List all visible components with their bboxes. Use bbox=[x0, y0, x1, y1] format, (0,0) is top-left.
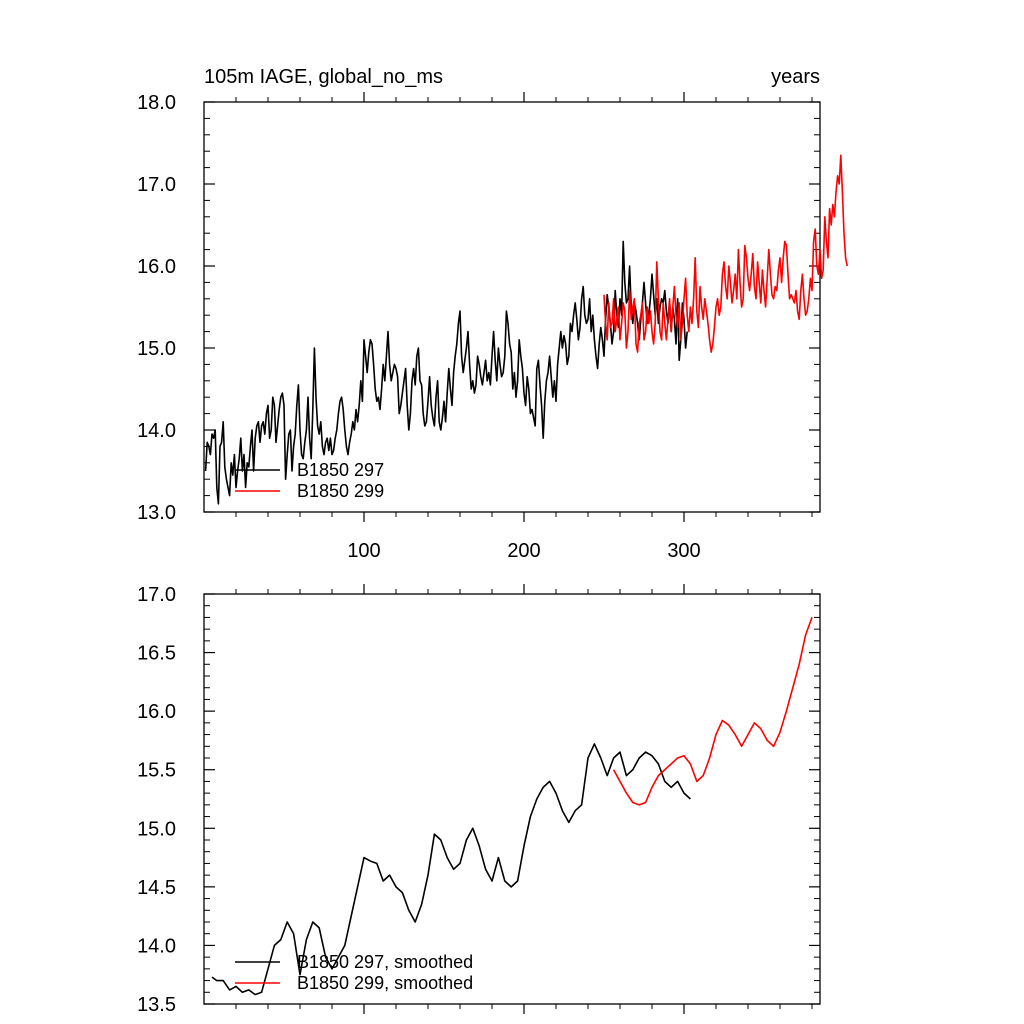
y-tick-label: 13.5 bbox=[137, 994, 176, 1016]
y-tick-label: 13.0 bbox=[137, 502, 176, 524]
y-tick-label: 15.5 bbox=[137, 760, 176, 782]
x-tick-label: 300 bbox=[667, 540, 700, 562]
y-tick-label: 16.5 bbox=[137, 643, 176, 665]
top-panel: 105m IAGE, global_no_ms years 13.0 14.0 15… bbox=[137, 66, 848, 562]
series-line-b1850-299 bbox=[603, 154, 848, 353]
y-tick-label: 14.0 bbox=[137, 420, 176, 442]
y-tick-label: 17.0 bbox=[137, 174, 176, 196]
y-tick-label: 18.0 bbox=[137, 92, 176, 114]
y-tick-label: 14.0 bbox=[137, 935, 176, 957]
x-tick-label: 200 bbox=[507, 540, 540, 562]
legend-label: B1850 297, smoothed bbox=[297, 952, 473, 972]
series-line-b1850-297-smoothed bbox=[211, 743, 691, 996]
y-tick-label: 15.0 bbox=[137, 338, 176, 360]
bottom-panel: 13.5 14.0 14.5 15.0 15.5 16.0 16.5 17.0 B1850 2… bbox=[137, 584, 821, 1016]
chart-title: 105m IAGE, global_no_ms bbox=[204, 66, 443, 88]
series-line-b1850-299-smoothed bbox=[612, 617, 813, 806]
axis-ticks: 13.0 14.0 15.0 16.0 17.0 18.0 100 200 300 bbox=[137, 92, 820, 562]
units-label: years bbox=[771, 66, 820, 88]
axis-ticks: 13.5 14.0 14.5 15.0 15.5 16.0 16.5 17.0 bbox=[137, 584, 820, 1016]
plot-frame bbox=[203, 101, 821, 513]
series-line-b1850-297 bbox=[204, 240, 688, 505]
x-tick-label: 100 bbox=[347, 540, 380, 562]
y-tick-label: 16.0 bbox=[137, 256, 176, 278]
series-lines bbox=[211, 617, 813, 996]
legend-label: B1850 299, smoothed bbox=[297, 973, 473, 993]
legend-label: B1850 297 bbox=[297, 460, 384, 480]
series-lines bbox=[204, 154, 848, 505]
y-tick-label: 14.5 bbox=[137, 877, 176, 899]
y-tick-label: 15.0 bbox=[137, 818, 176, 840]
plot-frame bbox=[203, 593, 821, 1005]
legend: B1850 297, smoothed B1850 299, smoothed bbox=[235, 952, 473, 993]
y-tick-label: 16.0 bbox=[137, 701, 176, 723]
y-tick-label: 17.0 bbox=[137, 584, 176, 606]
legend-label: B1850 299 bbox=[297, 481, 384, 501]
legend: B1850 297 B1850 299 bbox=[235, 460, 384, 501]
